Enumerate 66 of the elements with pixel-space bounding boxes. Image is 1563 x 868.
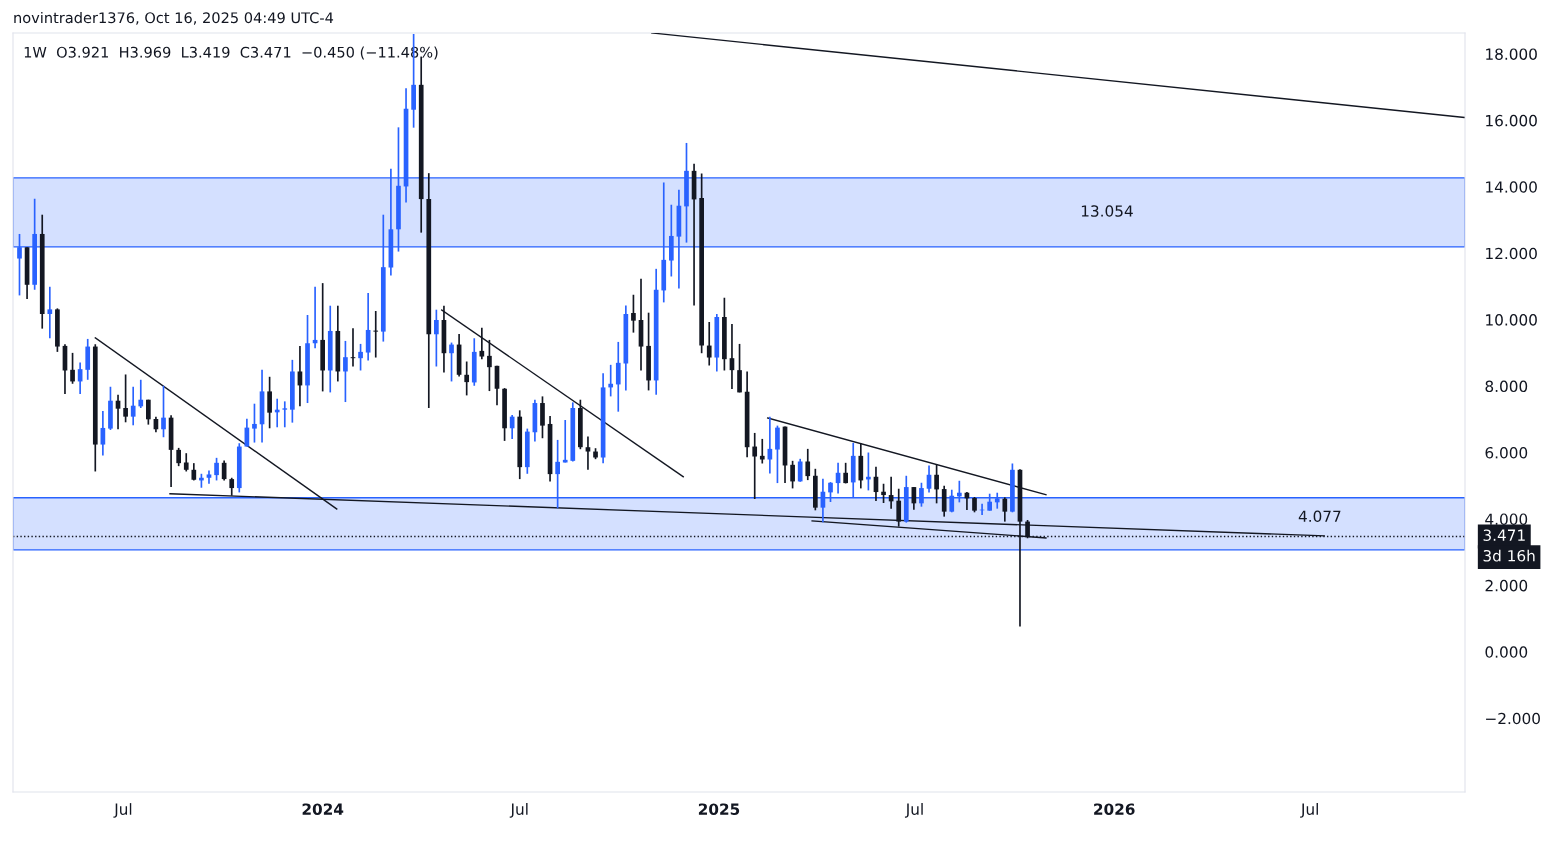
candlestick xyxy=(540,395,545,440)
x-tick-label: Jul xyxy=(1300,803,1318,818)
candlestick xyxy=(373,310,379,359)
candlestick xyxy=(805,448,811,481)
y-tick-label: 2.000 xyxy=(1485,579,1528,592)
candlestick xyxy=(282,400,288,429)
candlestick xyxy=(17,233,22,297)
candlestick xyxy=(828,481,833,503)
candlestick xyxy=(123,373,128,424)
text: 3d 16h xyxy=(1483,549,1535,562)
candlestick xyxy=(881,482,886,504)
candlestick xyxy=(146,398,151,426)
x-tick-label: 2026 xyxy=(1094,803,1135,815)
y-tick-label: 16.000 xyxy=(1486,114,1537,127)
candlestick xyxy=(464,360,470,397)
y-tick-label: 0.000 xyxy=(1485,646,1528,658)
candlestick xyxy=(161,384,166,439)
y-tick-label: 4.000 xyxy=(1485,513,1528,525)
candlestick xyxy=(790,459,795,490)
candlestick xyxy=(130,385,136,427)
candlestick xyxy=(941,484,947,518)
text: novintrader1376, Oct 16, 2025 04:49 UTC-4 xyxy=(14,11,334,25)
candlestick xyxy=(585,435,591,471)
y-tick-label: −2.000 xyxy=(1486,712,1540,725)
candlestick xyxy=(759,438,765,465)
candlestick xyxy=(206,469,212,485)
candlestick xyxy=(919,481,924,508)
candlestick xyxy=(434,308,439,368)
y-tick-label: 6.000 xyxy=(1485,446,1528,459)
candlestick xyxy=(85,338,91,381)
x-tick-label: Jul xyxy=(509,803,528,818)
x-tick-label: 2024 xyxy=(302,803,344,815)
band-label: 4.077 xyxy=(1298,510,1341,523)
candlestick xyxy=(252,402,257,444)
candlestick xyxy=(138,378,144,409)
candlestick xyxy=(797,458,803,483)
candlestick xyxy=(358,343,363,372)
candlestick xyxy=(70,352,75,385)
candlestick xyxy=(555,439,560,510)
x-tick-label: Jul xyxy=(113,803,132,818)
candlestick xyxy=(706,321,712,367)
ref-line-label: 3.471 xyxy=(1483,529,1525,541)
candlestick xyxy=(1002,496,1008,523)
candlestick xyxy=(631,293,636,334)
candlestick xyxy=(479,326,485,361)
y-tick-label: 10.000 xyxy=(1486,314,1537,326)
candlestick xyxy=(737,343,742,394)
candlestick xyxy=(775,424,780,484)
candlestick xyxy=(176,447,182,467)
x-tick-label: 2025 xyxy=(698,803,740,815)
x-tick-label: Jul xyxy=(904,803,923,818)
candlestick xyxy=(47,285,53,340)
candlestick xyxy=(752,432,758,500)
candlestick xyxy=(267,375,272,430)
candlestick xyxy=(509,414,515,440)
band-label: 13.054 xyxy=(1081,205,1133,217)
y-tick-label: 12.000 xyxy=(1486,247,1537,260)
y-tick-label: 18.000 xyxy=(1486,48,1537,60)
candlestick xyxy=(214,457,219,482)
candlestick xyxy=(343,340,348,403)
y-tick-label: 14.000 xyxy=(1486,181,1537,193)
candlestick xyxy=(615,341,621,413)
candlestick xyxy=(487,339,492,392)
candlestick xyxy=(449,341,454,383)
candlestick xyxy=(183,452,189,473)
y-tick-label: 8.000 xyxy=(1485,380,1528,393)
